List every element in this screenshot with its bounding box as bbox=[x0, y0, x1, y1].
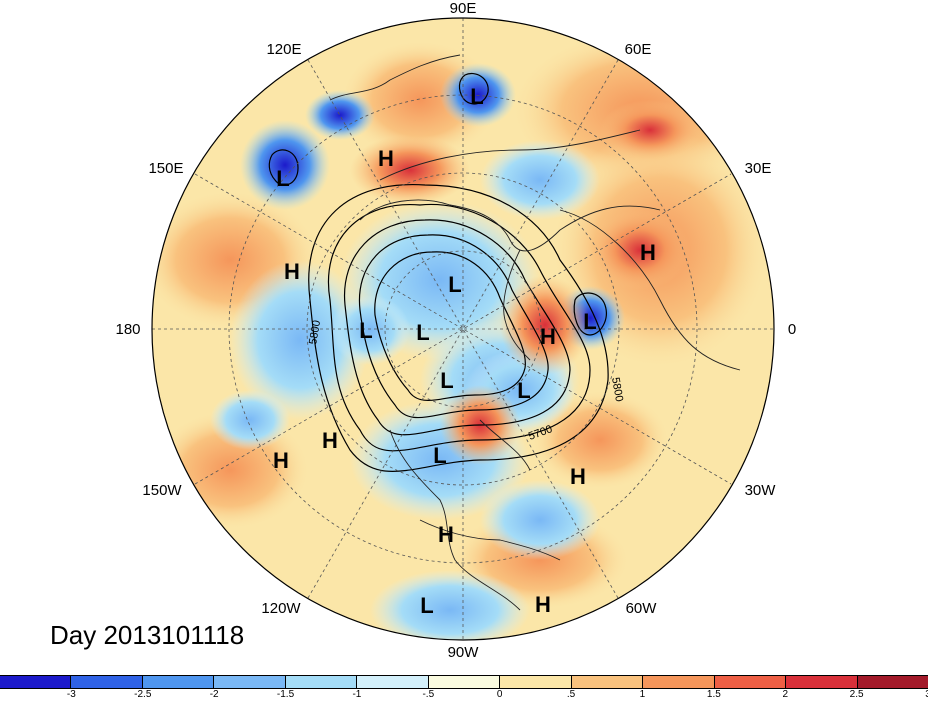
pressure-system-marker: H bbox=[540, 324, 556, 349]
colorbar-tick-label: -3 bbox=[66, 689, 76, 700]
lon-label-150w: 150W bbox=[142, 482, 182, 499]
lon-label-30w: 30W bbox=[745, 482, 777, 499]
coastlines bbox=[329, 54, 741, 611]
colorbar-segment bbox=[714, 676, 787, 688]
colorbar-segment bbox=[142, 676, 215, 688]
pressure-system-marker: L bbox=[470, 84, 483, 109]
colorbar-tick-label: -2 bbox=[209, 689, 219, 700]
colorbar-tick-label: -.5 bbox=[422, 689, 435, 700]
colorbar-segment bbox=[571, 676, 644, 688]
colorbar-tick-label: 1 bbox=[639, 689, 646, 700]
colorbar-tick-label: 3 bbox=[925, 689, 928, 700]
colorbar-tick-label: -1.5 bbox=[276, 689, 295, 700]
colorbar-tick-label: -2.5 bbox=[134, 689, 152, 700]
colorbar-tick-label: .5 bbox=[566, 689, 576, 700]
colorbar-tick-label: 1.5 bbox=[706, 689, 721, 700]
colorbar-segment bbox=[285, 676, 358, 688]
colorbar-segment bbox=[643, 676, 715, 688]
pressure-system-marker: L bbox=[433, 443, 446, 468]
pressure-system-marker: H bbox=[378, 146, 394, 171]
height-contours bbox=[268, 72, 609, 472]
pressure-system-marker: L bbox=[416, 320, 429, 345]
colorbar-segment bbox=[500, 676, 572, 688]
pressure-system-marker: H bbox=[640, 240, 656, 265]
pressure-system-marker: L bbox=[583, 309, 596, 334]
colorbar-ticks: -3 -2.5 -2 -1.5 -1 -.5 0 .5 1 1.5 2 2.5 3 bbox=[0, 689, 928, 702]
colorbar-tick-label: -1 bbox=[352, 689, 362, 700]
colorbar-tick-label: 2.5 bbox=[849, 689, 864, 700]
colorbar-segment bbox=[0, 676, 72, 688]
colorbar-tick-label: 0 bbox=[496, 689, 503, 700]
lon-label-60w: 60W bbox=[626, 600, 658, 617]
contour-label: 5800 bbox=[609, 376, 625, 402]
anomaly-field bbox=[152, 18, 774, 640]
pressure-system-marker: H bbox=[284, 259, 300, 284]
lon-label-120w: 120W bbox=[261, 600, 301, 617]
graticule bbox=[152, 18, 774, 640]
pressure-system-marker: L bbox=[448, 272, 461, 297]
pressure-system-marker: H bbox=[273, 448, 289, 473]
pressure-system-marker: L bbox=[359, 318, 372, 343]
colorbar-segment bbox=[428, 676, 501, 688]
contour-label: 5800 bbox=[307, 319, 323, 345]
pressure-system-marker: H bbox=[438, 522, 454, 547]
lon-label-60e: 60E bbox=[625, 41, 652, 58]
pressure-system-marker: L bbox=[517, 378, 530, 403]
lon-label-120e: 120E bbox=[266, 41, 301, 58]
lon-label-0: 0 bbox=[788, 321, 796, 338]
map-border bbox=[151, 17, 775, 641]
colorbar-segment bbox=[857, 676, 928, 688]
lon-label-90w: 90W bbox=[448, 644, 480, 661]
lon-label-30e: 30E bbox=[745, 160, 772, 177]
colorbar-segment bbox=[786, 676, 858, 688]
pressure-system-marker: L bbox=[276, 166, 289, 191]
pressure-system-marker: H bbox=[322, 428, 338, 453]
lon-label-150e: 150E bbox=[148, 160, 183, 177]
colorbar-tick-label: 2 bbox=[782, 689, 788, 700]
date-label: Day 2013101118 bbox=[50, 620, 245, 650]
lon-label-90e: 90E bbox=[450, 0, 477, 17]
pressure-system-marker: L bbox=[440, 368, 453, 393]
colorbar-segment bbox=[357, 676, 429, 688]
colorbar-segment bbox=[71, 676, 143, 688]
polar-map: 5800 5800 5700 90E 120E 60E 150E 30E 180… bbox=[115, 0, 796, 661]
pressure-system-marker: H bbox=[535, 592, 551, 617]
lon-label-180: 180 bbox=[115, 321, 140, 338]
colorbar-segment bbox=[214, 676, 286, 688]
colorbar bbox=[0, 675, 928, 689]
pressure-system-marker: H bbox=[570, 464, 586, 489]
pressure-system-marker: L bbox=[420, 593, 433, 618]
